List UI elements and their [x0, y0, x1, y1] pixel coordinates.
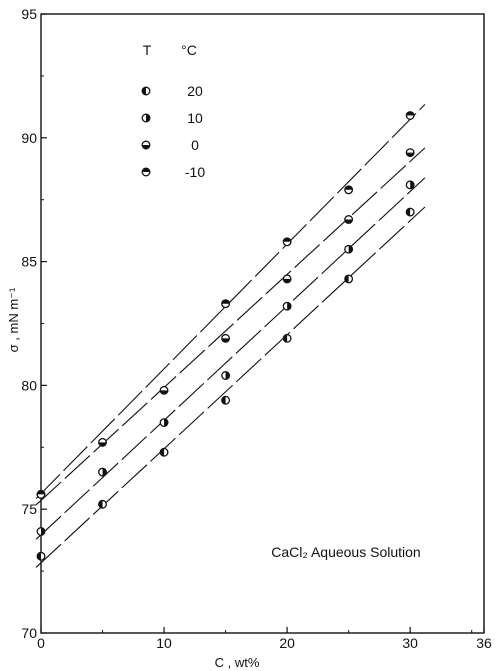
x-tick-label: 10	[156, 635, 172, 651]
data-point	[282, 274, 292, 284]
x-axis: 0 10 20 30 36	[37, 627, 492, 651]
legend-marker	[141, 140, 151, 150]
legend-header-symbol: T	[143, 42, 152, 58]
data-point	[282, 237, 292, 247]
chart-annotation: CaCl₂ Aqueous Solution	[271, 544, 420, 560]
x-tick-label: 0	[37, 635, 45, 651]
data-point	[159, 385, 169, 395]
y-tick-label: 80	[21, 377, 37, 393]
legend-label: 10	[187, 110, 203, 126]
data-point	[221, 333, 231, 343]
data-point	[344, 215, 354, 224]
trend-line	[35, 206, 426, 568]
data-point	[344, 185, 354, 195]
data-point	[98, 467, 107, 477]
trend-line	[35, 177, 426, 540]
data-point	[98, 499, 107, 509]
trend-line	[35, 103, 426, 499]
legend: T °C 20 10 0 -10	[141, 42, 205, 180]
data-point	[221, 371, 231, 380]
legend-header-unit: °C	[181, 42, 197, 58]
legend-marker	[141, 167, 151, 177]
x-axis-label: C , wt%	[215, 655, 260, 670]
y-axis-label: σ , mN m⁻¹	[6, 287, 21, 352]
x-tick-label: 20	[279, 635, 295, 651]
data-point	[98, 437, 107, 447]
legend-label: 20	[187, 83, 203, 99]
x-tick-label: 36	[476, 635, 492, 651]
y-tick-label: 95	[21, 6, 37, 22]
data-point	[159, 447, 169, 457]
data-points	[36, 111, 415, 561]
data-point	[221, 395, 231, 405]
legend-marker	[141, 86, 151, 96]
data-point	[36, 489, 46, 499]
y-tick-label: 75	[21, 501, 37, 517]
plot-border	[40, 13, 485, 634]
trend-lines	[35, 103, 426, 568]
plot-frame	[40, 13, 485, 634]
y-tick-label: 85	[21, 254, 37, 270]
data-point	[405, 111, 415, 120]
data-point	[344, 244, 354, 254]
trend-line	[35, 147, 426, 506]
legend-marker	[141, 113, 151, 123]
data-point	[36, 551, 46, 561]
data-point	[159, 418, 169, 427]
data-point	[282, 301, 292, 311]
data-point	[405, 207, 415, 217]
data-point	[221, 299, 231, 309]
data-point	[36, 527, 46, 536]
y-tick-label: 70	[21, 625, 37, 641]
data-point	[405, 148, 415, 158]
legend-label: -10	[185, 164, 205, 180]
y-axis: 70 75 80 85 90 95	[21, 6, 47, 641]
data-point	[405, 180, 415, 190]
legend-label: 0	[191, 137, 199, 153]
x-tick-label: 30	[402, 635, 418, 651]
y-tick-label: 90	[21, 130, 37, 146]
data-point	[344, 274, 354, 284]
data-point	[282, 333, 292, 343]
